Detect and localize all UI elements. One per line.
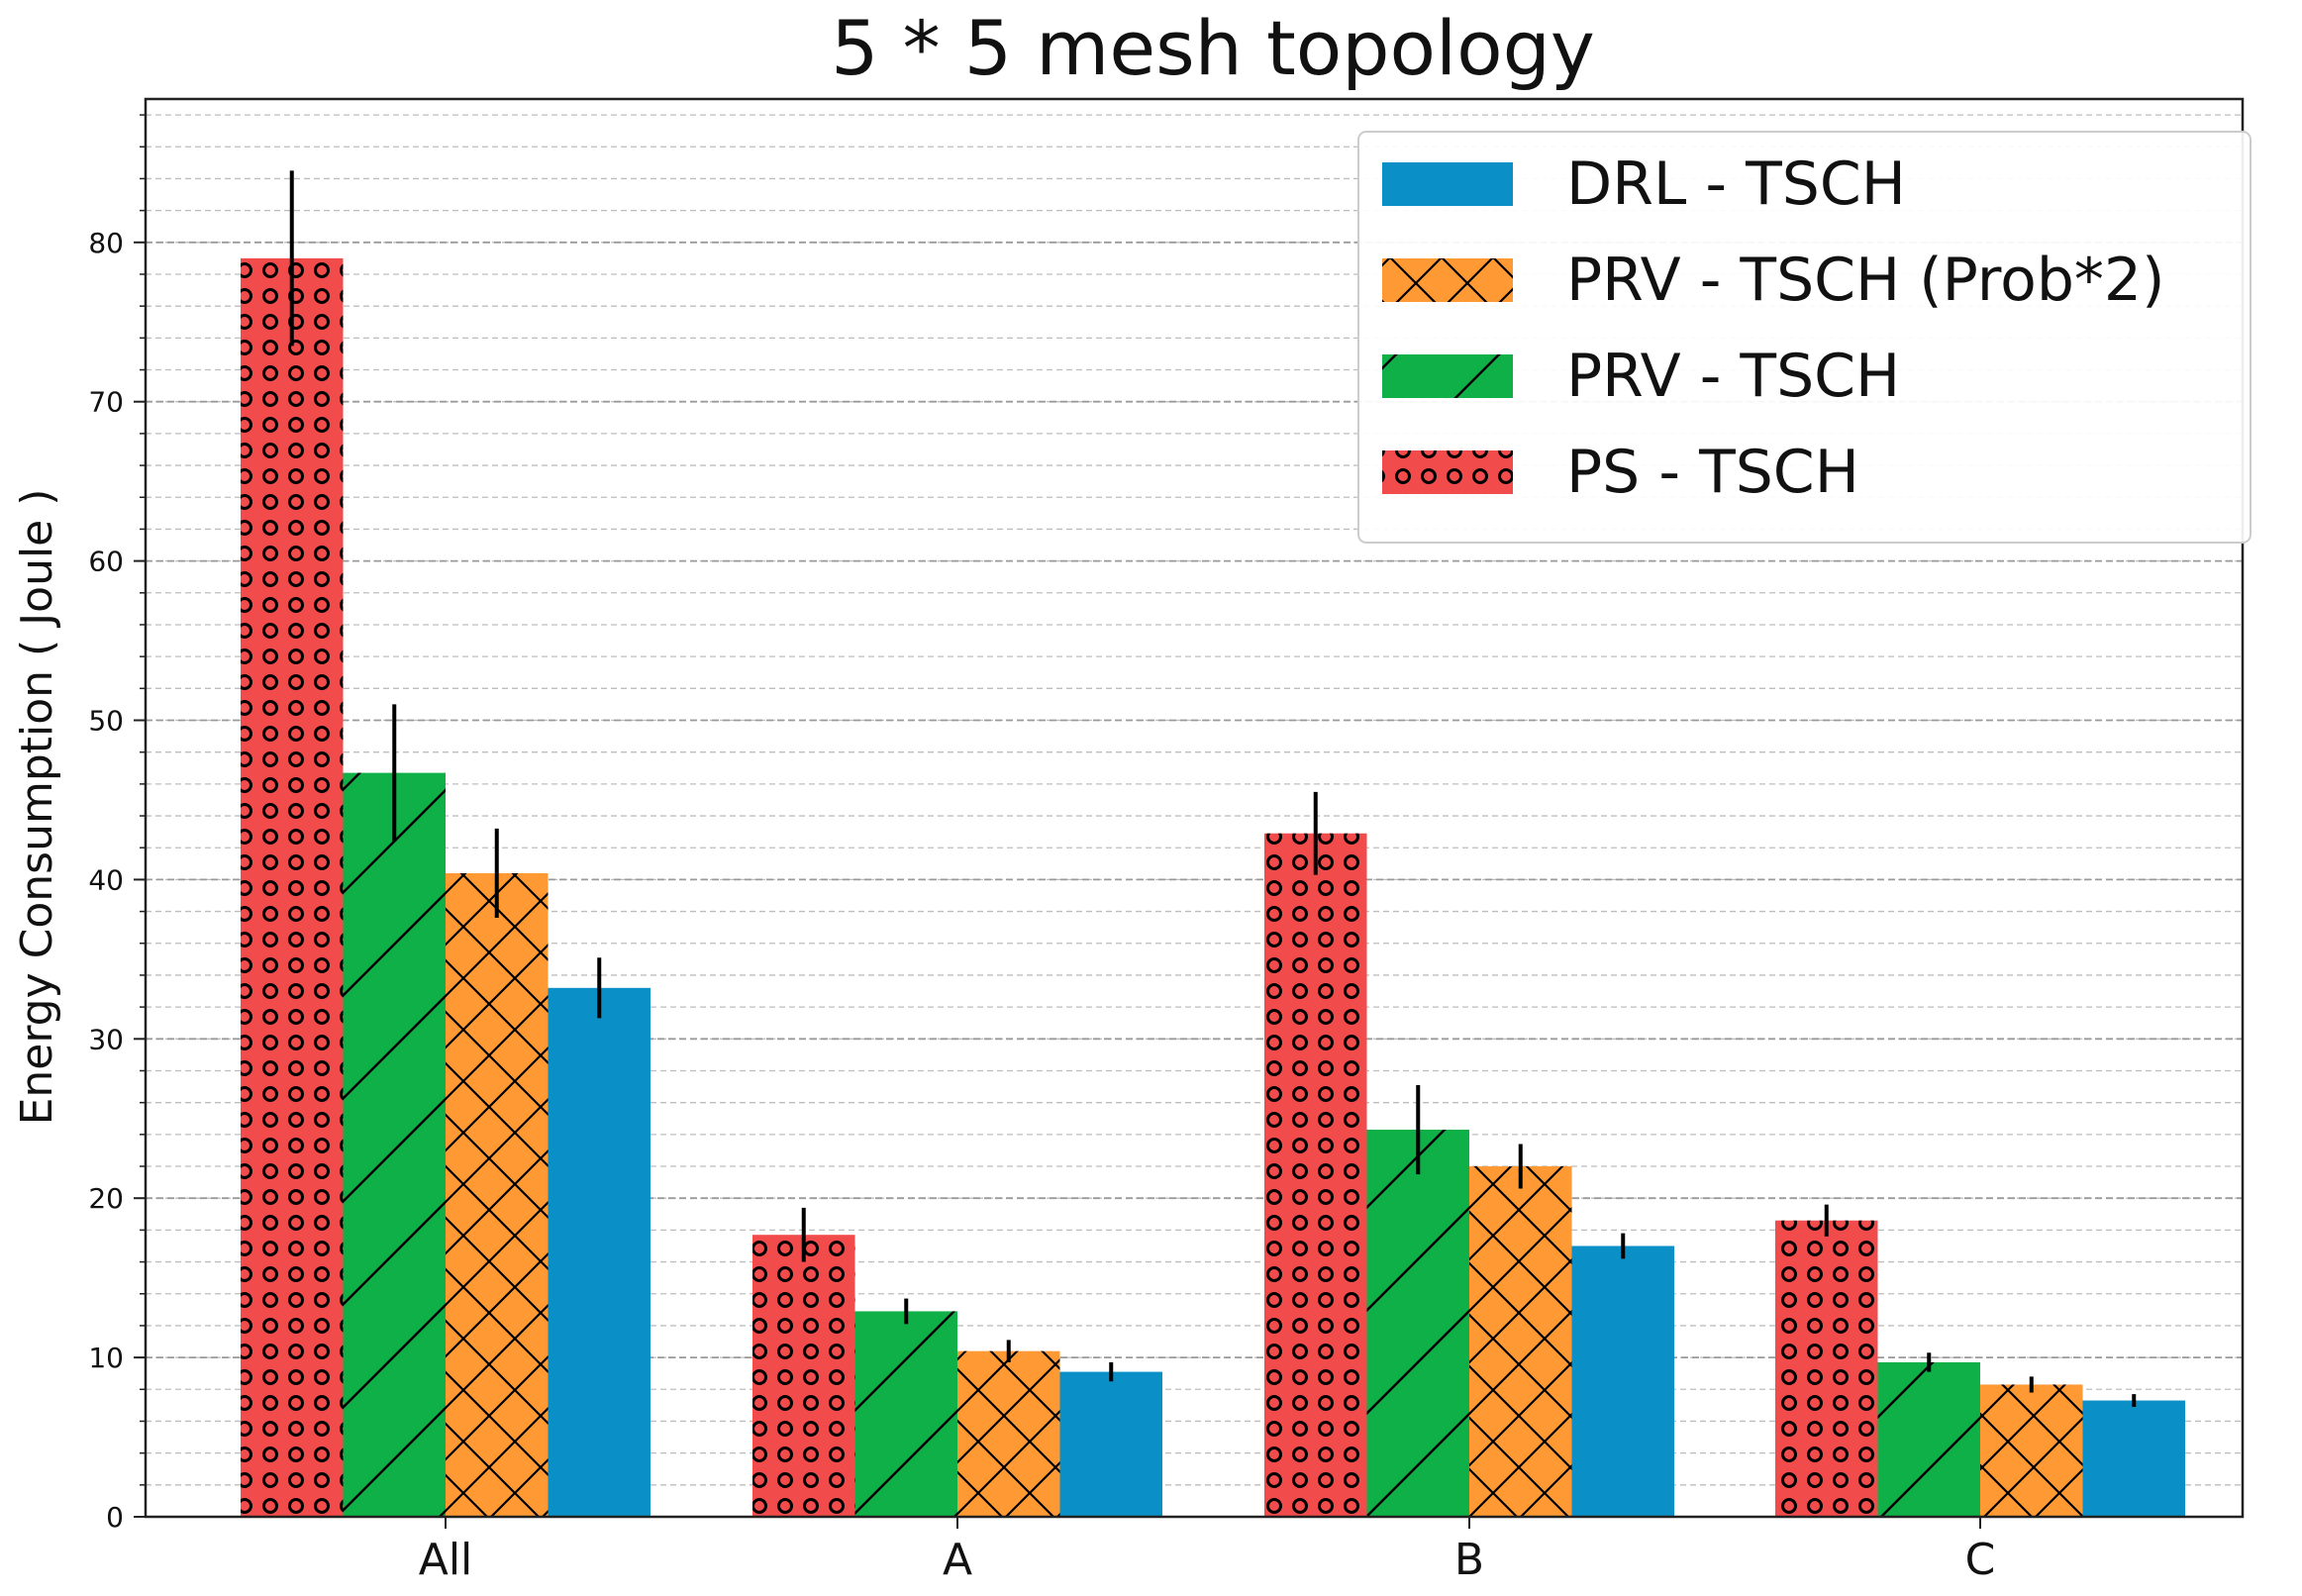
bar-drl-tsch-all	[548, 987, 651, 1517]
bars	[241, 170, 2185, 1517]
bar-hatch-prv-tsch-c	[1877, 1361, 1980, 1517]
y-tick-label: 30	[88, 1023, 124, 1055]
legend-label: PRV - TSCH	[1566, 342, 1900, 411]
bar-drl-tsch-b	[1571, 1246, 1674, 1517]
y-tick-label: 0	[106, 1501, 124, 1534]
legend-swatch-hatch	[1382, 354, 1513, 398]
bar-hatch-ps-tsch-all	[241, 257, 344, 1517]
x-tick-label: B	[1454, 1535, 1484, 1585]
bar-hatch-prv-tsch-prob-2-all	[446, 872, 549, 1517]
bar-hatch-ps-tsch-c	[1775, 1220, 1878, 1517]
legend-frame	[1357, 131, 2252, 544]
bar-hatch-ps-tsch-b	[1264, 833, 1367, 1517]
y-tick-label: 40	[88, 863, 124, 896]
legend-swatch	[1382, 162, 1513, 206]
bar-hatch-prv-tsch-b	[1366, 1130, 1469, 1517]
y-tick-label: 60	[88, 546, 124, 578]
x-tick-label: All	[419, 1535, 473, 1585]
bar-drl-tsch-c	[2082, 1400, 2185, 1517]
bar-hatch-prv-tsch-prob-2-a	[957, 1350, 1060, 1517]
y-tick-label: 20	[88, 1182, 124, 1215]
bar-drl-tsch-a	[1059, 1371, 1162, 1517]
y-tick-label: 70	[88, 386, 124, 419]
y-axis: 0 10 20 30 40 50 60 70 80	[88, 114, 146, 1534]
legend-label: DRL - TSCH	[1566, 150, 1906, 219]
x-tick-label: A	[943, 1535, 972, 1585]
bar-hatch-prv-tsch-prob-2-c	[1980, 1384, 2083, 1517]
y-tick-label: 50	[88, 705, 124, 738]
bar-hatch-prv-tsch-prob-2-b	[1469, 1166, 1572, 1517]
bar-hatch-prv-tsch-a	[854, 1311, 957, 1517]
y-tick-label: 80	[88, 227, 124, 259]
bar-hatch-ps-tsch-a	[752, 1235, 855, 1517]
bar-hatch-prv-tsch-all	[343, 772, 446, 1517]
legend: DRL - TSCH PRV - TSCH (Prob*2) PRV - TSCH P…	[1357, 131, 2252, 544]
chart-title: 5 * 5 mesh topology	[831, 4, 1595, 92]
legend-swatch-hatch	[1382, 258, 1513, 302]
legend-swatch-hatch	[1382, 450, 1513, 494]
plot-frame	[144, 97, 2245, 1519]
x-tick-label: C	[1965, 1535, 1996, 1585]
legend-label: PRV - TSCH (Prob*2)	[1566, 246, 2165, 315]
y-axis-label: Energy Consumption ( Joule )	[12, 489, 62, 1126]
y-tick-label: 10	[88, 1342, 124, 1374]
legend-label: PS - TSCH	[1566, 438, 1859, 507]
x-axis: All A B C	[419, 1517, 1996, 1585]
